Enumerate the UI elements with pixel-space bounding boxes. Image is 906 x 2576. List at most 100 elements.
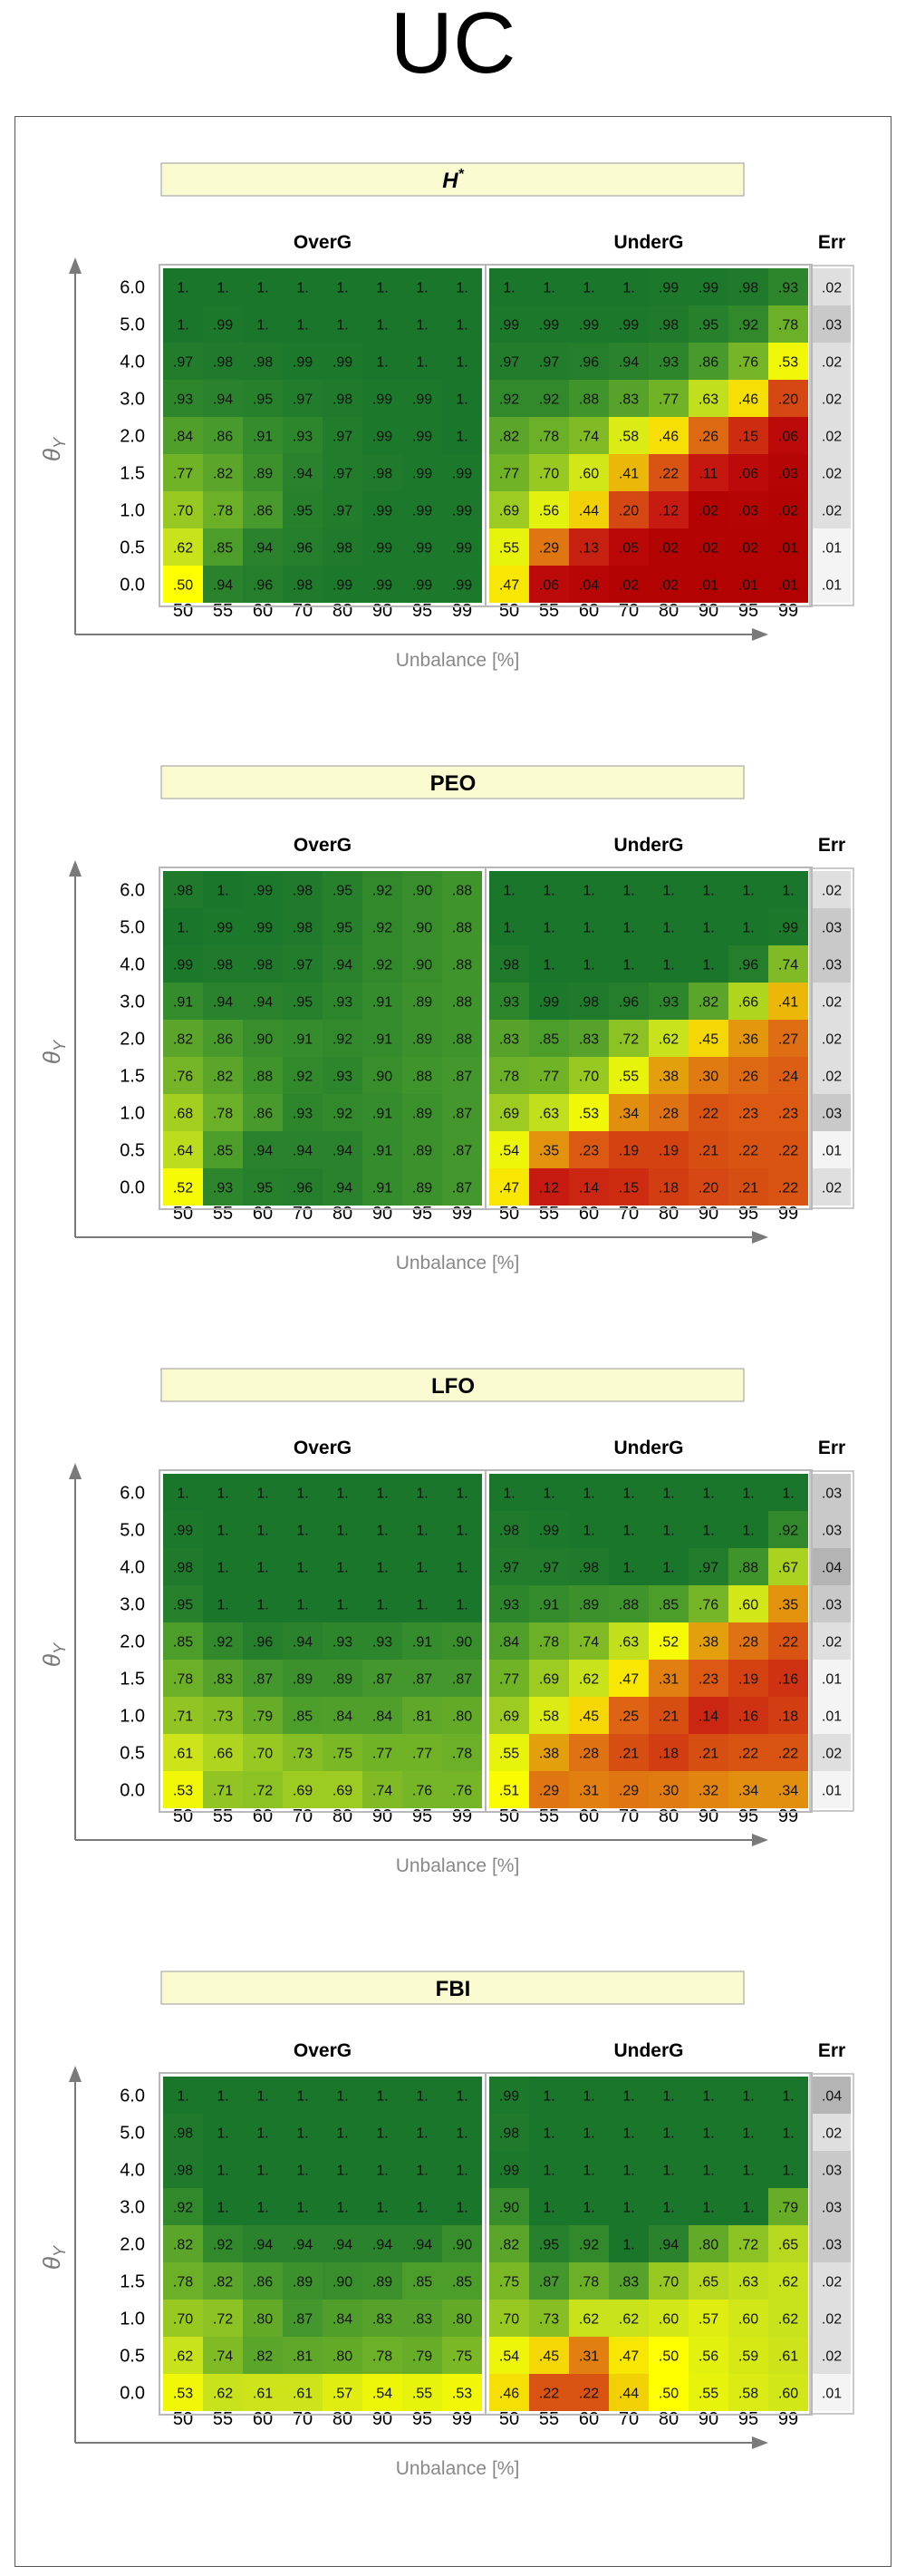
underg-cell (529, 2114, 569, 2151)
overg-cell (283, 1585, 323, 1622)
err-cell-value: .04 (822, 1561, 842, 1576)
overg-cell (323, 2077, 362, 2114)
underg-cell-value: 1. (543, 921, 554, 936)
underg-cell (768, 1168, 808, 1206)
err-cell (813, 2077, 851, 2114)
overg-cell-value: 1. (456, 1598, 467, 1613)
underg-cell-value: 1. (543, 1487, 554, 1502)
underg-cell-value: .44 (619, 2387, 639, 2402)
overg-cell-value: .89 (293, 2275, 313, 2290)
overg-cell (243, 528, 283, 566)
underg-cell (689, 528, 728, 566)
overg-cell (362, 2262, 402, 2300)
underg-cell (728, 1168, 768, 1206)
overg-cell-value: .78 (213, 504, 233, 519)
underg-cell (569, 1094, 609, 1131)
overg-cell (203, 2151, 243, 2188)
overg-cell-value: 1. (376, 2164, 388, 2179)
underg-cell-value: .21 (699, 1144, 718, 1159)
x-tick-label: 50 (499, 1806, 519, 1826)
err-cell-value: .02 (822, 884, 842, 899)
underg-cell-value: 1. (782, 884, 794, 899)
overg-cell (203, 305, 243, 343)
overg-cell (323, 1057, 362, 1094)
overg-cell (362, 528, 402, 566)
overg-cell-value: 1. (416, 355, 428, 371)
overg-cell-value: .99 (412, 578, 432, 594)
overg-cell (362, 2114, 402, 2151)
overg-cell (362, 491, 402, 528)
underg-cell-value: .93 (499, 995, 519, 1011)
err-cell-value: .02 (822, 281, 842, 296)
underg-cell (609, 1057, 649, 1094)
err-cell (813, 1131, 851, 1168)
overg-cell (442, 1548, 482, 1585)
x-tick-label: 70 (293, 601, 313, 621)
overg-cell-value: .98 (293, 884, 313, 899)
err-cell (813, 2337, 851, 2374)
underg-cell (649, 343, 689, 380)
underg-cell (768, 2151, 808, 2188)
underg-cell (569, 1474, 609, 1511)
overg-cell-value: .95 (293, 995, 313, 1011)
overg-cell-value: .98 (293, 578, 313, 594)
overg-cell-value: .86 (213, 430, 233, 445)
underg-cell (689, 2188, 728, 2225)
underg-cell (569, 343, 609, 380)
underg-cell (689, 1622, 728, 1660)
underg-cell (609, 2077, 649, 2114)
x-tick-label: 80 (659, 1204, 679, 1224)
underg-cell-value: .60 (659, 2312, 679, 2328)
overg-cell-value: .99 (253, 921, 273, 936)
underg-cell (649, 1474, 689, 1511)
overg-cell (402, 2225, 442, 2262)
err-cell (813, 417, 851, 454)
err-cell-value: .01 (822, 1709, 842, 1725)
underg-grid-border (485, 1469, 813, 1813)
overg-cell (323, 2374, 362, 2411)
underg-cell (728, 2225, 768, 2262)
overg-cell-value: .99 (412, 392, 432, 408)
overg-cell-value: .89 (412, 1107, 432, 1122)
underg-cell-value: .21 (738, 1181, 758, 1196)
overg-cell (362, 2151, 402, 2188)
underg-cell (529, 528, 569, 566)
overg-cell (163, 1771, 203, 1808)
underg-cell-value: .92 (579, 2238, 599, 2253)
overg-cell-value: .86 (253, 1107, 273, 1122)
overg-cell-value: .62 (173, 2349, 193, 2365)
underg-cell-value: .34 (778, 1784, 798, 1799)
underg-cell (728, 491, 768, 528)
underg-cell-value: .47 (619, 2349, 639, 2365)
err-cell (813, 305, 851, 343)
err-cell (813, 1511, 851, 1548)
underg-cell (649, 1168, 689, 1206)
y-tick-label: 0.5 (120, 538, 145, 558)
underg-cell (728, 1771, 768, 1808)
underg-cell (609, 305, 649, 343)
overg-cell (402, 454, 442, 491)
overg-cell (203, 1094, 243, 1131)
underg-cell (649, 268, 689, 305)
overg-cell-value: .95 (333, 921, 352, 936)
err-cell (813, 454, 851, 491)
underg-cell-value: .16 (738, 1709, 758, 1725)
overg-cell (203, 380, 243, 417)
underg-cell (489, 1057, 529, 1094)
underg-cell (649, 1771, 689, 1808)
panel-title-main: H (442, 169, 458, 193)
overg-cell (163, 528, 203, 566)
y-axis-label-sub: Y (51, 1641, 69, 1654)
overg-cell-value: .77 (372, 1747, 392, 1762)
underg-cell-value: .89 (579, 1598, 599, 1613)
overg-cell-value: 1. (456, 430, 467, 445)
underg-cell-value: .19 (738, 1672, 758, 1688)
overg-cell (442, 1734, 482, 1771)
overg-cell (442, 908, 482, 945)
underg-cell-value: .36 (738, 1032, 758, 1048)
overg-cell-value: 1. (456, 2089, 467, 2105)
underg-cell-value: .22 (778, 1635, 798, 1651)
underg-cell (649, 1697, 689, 1734)
underg-cell (768, 2225, 808, 2262)
overg-cell (323, 1548, 362, 1585)
